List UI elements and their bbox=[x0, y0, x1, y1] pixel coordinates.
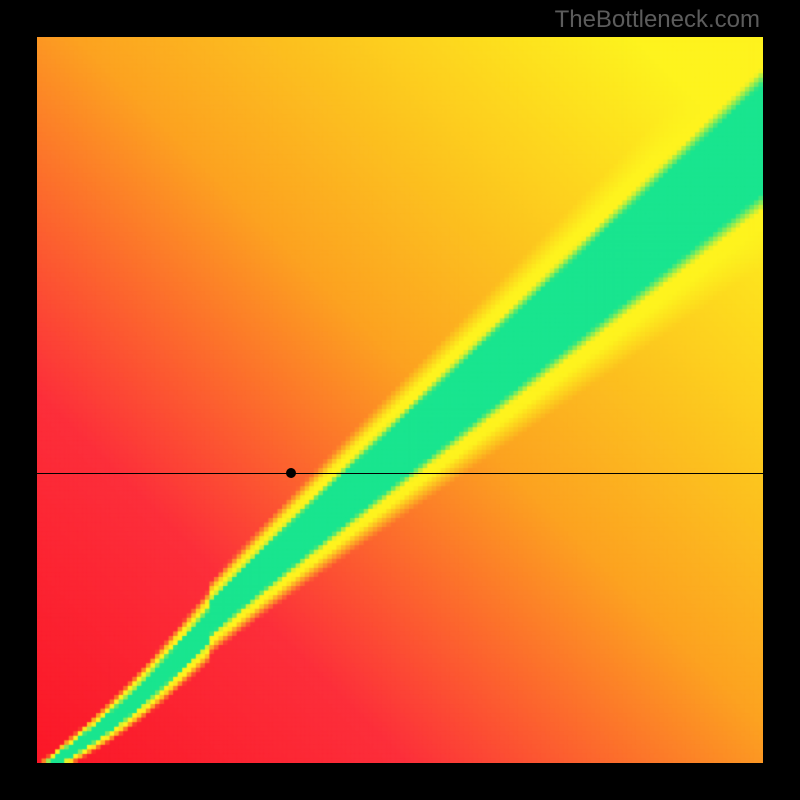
heatmap-canvas bbox=[37, 37, 763, 763]
chart-frame: TheBottleneck.com bbox=[0, 0, 800, 800]
watermark-text: TheBottleneck.com bbox=[555, 6, 760, 34]
data-point-marker bbox=[286, 468, 296, 478]
crosshair-horizontal bbox=[37, 473, 763, 474]
heatmap-plot bbox=[37, 37, 763, 763]
crosshair-vertical bbox=[291, 763, 292, 800]
